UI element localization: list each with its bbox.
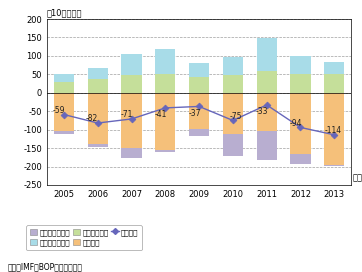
- Bar: [257, 71, 277, 93]
- Bar: [155, 74, 176, 93]
- Bar: [324, 93, 344, 165]
- Bar: [121, 93, 142, 148]
- Bar: [121, 75, 142, 93]
- Bar: [290, 154, 311, 164]
- Text: -71: -71: [121, 110, 133, 119]
- Text: -75: -75: [230, 112, 242, 120]
- Bar: [257, 131, 277, 159]
- Bar: [155, 150, 176, 152]
- Text: -114: -114: [325, 126, 342, 135]
- Text: 資料：IMF「BOP」から作成。: 資料：IMF「BOP」から作成。: [7, 263, 82, 272]
- Bar: [257, 93, 277, 131]
- Bar: [155, 93, 176, 150]
- Legend: 第二次所得収支, 第一次所得収支, サービス収支, 貳易収支, 経常収支: 第二次所得収支, 第一次所得収支, サービス収支, 貳易収支, 経常収支: [26, 225, 142, 250]
- Text: （10億ドル）: （10億ドル）: [47, 8, 83, 17]
- Text: -37: -37: [188, 109, 201, 118]
- Bar: [88, 79, 108, 93]
- Bar: [155, 48, 176, 74]
- Bar: [223, 75, 243, 93]
- Text: -33: -33: [256, 107, 268, 116]
- Bar: [290, 74, 311, 93]
- Text: -94: -94: [290, 119, 302, 128]
- Bar: [121, 54, 142, 75]
- Text: -59: -59: [52, 106, 65, 115]
- Text: （年）: （年）: [353, 173, 362, 182]
- Bar: [223, 134, 243, 156]
- Bar: [189, 129, 209, 136]
- Bar: [88, 93, 108, 144]
- Bar: [121, 148, 142, 158]
- Bar: [189, 63, 209, 77]
- Bar: [324, 74, 344, 93]
- Bar: [88, 69, 108, 79]
- Bar: [88, 144, 108, 147]
- Text: -41: -41: [155, 110, 167, 119]
- Bar: [223, 93, 243, 134]
- Bar: [257, 38, 277, 71]
- Bar: [290, 56, 311, 74]
- Bar: [54, 74, 74, 82]
- Bar: [223, 57, 243, 75]
- Text: -82: -82: [86, 114, 98, 123]
- Bar: [324, 62, 344, 74]
- Bar: [189, 77, 209, 93]
- Bar: [290, 93, 311, 154]
- Bar: [54, 93, 74, 131]
- Bar: [54, 131, 74, 134]
- Bar: [324, 165, 344, 166]
- Bar: [189, 93, 209, 129]
- Bar: [54, 82, 74, 93]
